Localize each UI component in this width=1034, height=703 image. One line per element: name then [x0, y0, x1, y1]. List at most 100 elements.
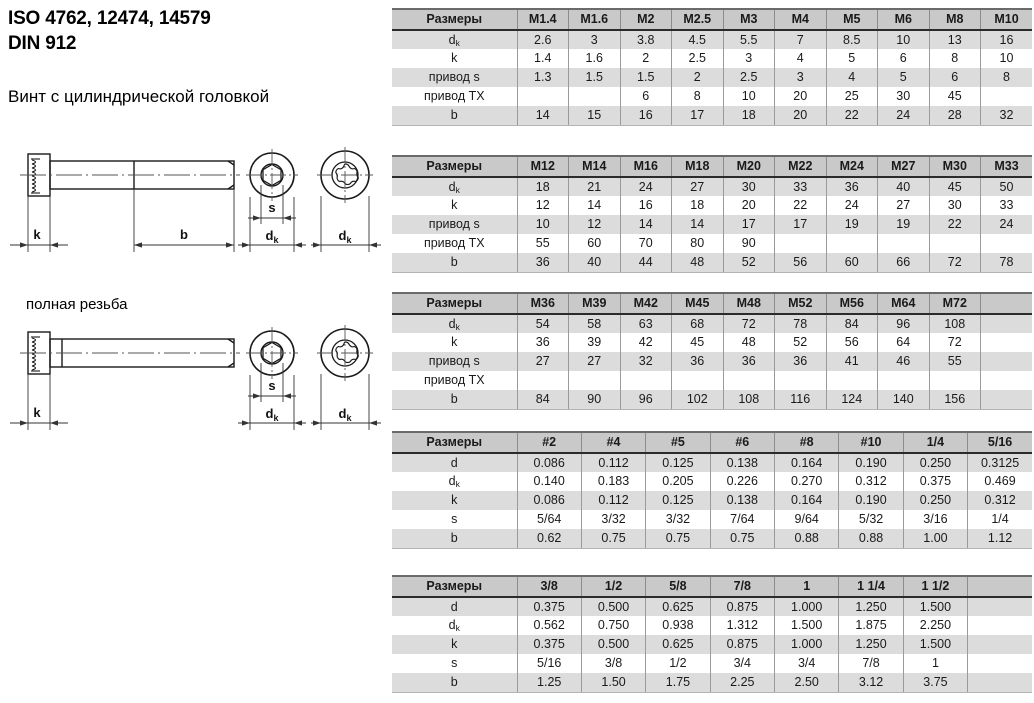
table-cell — [774, 234, 826, 253]
table-cell: 45 — [928, 87, 981, 106]
row-label: b — [392, 106, 517, 126]
table-cell: 72 — [722, 314, 775, 333]
dim-label-k: k — [33, 227, 41, 242]
table-cell: 1.12 — [967, 529, 1032, 549]
table-row: s 5/64 3/32 3/32 7/64 9/64 5/32 3/16 1/4 — [392, 510, 1032, 529]
table-cell — [671, 371, 723, 390]
table-cell: 5/64 — [516, 510, 582, 529]
table-cell: 3/8 — [580, 654, 646, 673]
row-label: k — [392, 196, 517, 215]
standard-line-din: DIN 912 — [8, 33, 77, 54]
header-size-1/2: 1/2 — [580, 575, 646, 598]
table-cell: 1.875 — [838, 616, 904, 635]
header-size-M12: M12 — [516, 155, 569, 178]
row-label: dk — [392, 616, 517, 635]
table-cell: 90 — [722, 234, 775, 253]
product-name: Винт с цилиндрической головкой — [8, 87, 270, 106]
row-label: b — [392, 673, 517, 693]
header-size-M64: M64 — [877, 292, 929, 315]
table-cell — [980, 87, 1032, 106]
table-cell: 36 — [516, 253, 569, 273]
table-cell: 1.00 — [902, 529, 968, 549]
table-cell: 8 — [671, 87, 723, 106]
dim-label-s: s — [268, 378, 275, 393]
table-cell: 0.750 — [580, 616, 646, 635]
row-label: привод s — [392, 215, 517, 234]
table-cell — [928, 234, 981, 253]
table-cell: 16 — [619, 196, 672, 215]
table-cell: 70 — [619, 234, 672, 253]
table-header-row: Размеры #2 #4 #5 #6 #8 #10 1/4 5/16 — [392, 431, 1032, 454]
header-size-M27: M27 — [877, 155, 929, 178]
table-cell: 3.8 — [619, 30, 672, 49]
table-cell: 84 — [516, 390, 569, 410]
table-cell: 0.75 — [580, 529, 646, 549]
table-cell: 24 — [619, 177, 672, 196]
table-cell: 0.500 — [580, 635, 646, 654]
table-cell: 1.6 — [568, 49, 620, 68]
table-cell: 0.375 — [902, 472, 968, 491]
table-row: d 0.086 0.112 0.125 0.138 0.164 0.190 0.250 0.31… — [392, 453, 1032, 472]
table-row: dk 18 21 24 27 30 33 36 40 45 50 — [392, 177, 1032, 196]
header-size-1 1/4: 1 1/4 — [838, 575, 904, 598]
table-cell: 18 — [722, 106, 775, 126]
table-cell: 40 — [877, 177, 929, 196]
row-label: b — [392, 253, 517, 273]
hex-socket-end-view: s dk — [238, 149, 306, 252]
table-cell: 1/4 — [967, 510, 1032, 529]
dim-label-dk-torx: dk — [339, 406, 353, 423]
table-cell: 19 — [825, 215, 878, 234]
table-cell: 7 — [774, 30, 826, 49]
table-cell: 36 — [516, 333, 569, 352]
table-cell: 16 — [619, 106, 672, 126]
table-cell — [619, 371, 672, 390]
table-cell: 28 — [928, 106, 981, 126]
table-cell: 55 — [516, 234, 569, 253]
dimension-table-metric-large: Размеры M36 M39 M42 M45 M48 M52 M56 M64 M72 dk 54 58… — [392, 292, 1032, 410]
table-cell: 0.164 — [773, 491, 839, 510]
header-size-M3: M3 — [722, 8, 775, 31]
table-cell: 1.3 — [516, 68, 569, 87]
screw-drawing-partial-thread: k b — [10, 147, 381, 252]
table-cell: 1.5 — [619, 68, 672, 87]
table-cell: 5/32 — [838, 510, 904, 529]
row-label: dk — [392, 314, 517, 333]
table-cell: 14 — [619, 215, 672, 234]
header-size-#5: #5 — [645, 431, 711, 454]
table-cell: 108 — [928, 314, 981, 333]
table-row: k 0.375 0.500 0.625 0.875 1.000 1.250 1.500 — [392, 635, 1032, 654]
table-row: b 1.25 1.50 1.75 2.25 2.50 3.12 3.75 — [392, 673, 1032, 693]
table-cell: 32 — [619, 352, 672, 371]
table-cell: 96 — [619, 390, 672, 410]
table-cell: 124 — [825, 390, 878, 410]
hex-socket-end-view: s dk — [238, 327, 306, 430]
table-cell: 45 — [671, 333, 723, 352]
table-cell: 25 — [825, 87, 878, 106]
table-cell: 56 — [825, 333, 878, 352]
table-cell: 68 — [671, 314, 723, 333]
header-size-M5: M5 — [825, 8, 878, 31]
table-cell: 60 — [568, 234, 620, 253]
table-header-row: Размеры M1.4 M1.6 M2 M2.5 M3 M4 M5 M6 M8 M10 — [392, 8, 1032, 31]
header-size-#8: #8 — [773, 431, 839, 454]
header-size-M39: M39 — [568, 292, 620, 315]
table-cell: 78 — [774, 314, 826, 333]
table-cell: 0.270 — [773, 472, 839, 491]
table-cell: 108 — [722, 390, 775, 410]
table-cell — [980, 352, 1032, 371]
table-row: привод TX — [392, 371, 1032, 390]
table-cell: 4 — [774, 49, 826, 68]
table-header-row: Размеры 3/8 1/2 5/8 7/8 1 1 1/4 1 1/2 — [392, 575, 1032, 598]
table-cell — [928, 371, 981, 390]
table-row: dk 54 58 63 68 72 78 84 96 108 — [392, 314, 1032, 333]
table-cell: 1.50 — [580, 673, 646, 693]
table-cell: 0.469 — [967, 472, 1032, 491]
table-cell: 0.190 — [838, 491, 904, 510]
table-cell: 0.226 — [709, 472, 775, 491]
table-cell: 10 — [980, 49, 1032, 68]
table-cell: 58 — [568, 314, 620, 333]
table-cell: 14 — [516, 106, 569, 126]
table-cell: 22 — [774, 196, 826, 215]
table-cell: 2.5 — [671, 49, 723, 68]
header-size-M2: M2 — [619, 8, 672, 31]
